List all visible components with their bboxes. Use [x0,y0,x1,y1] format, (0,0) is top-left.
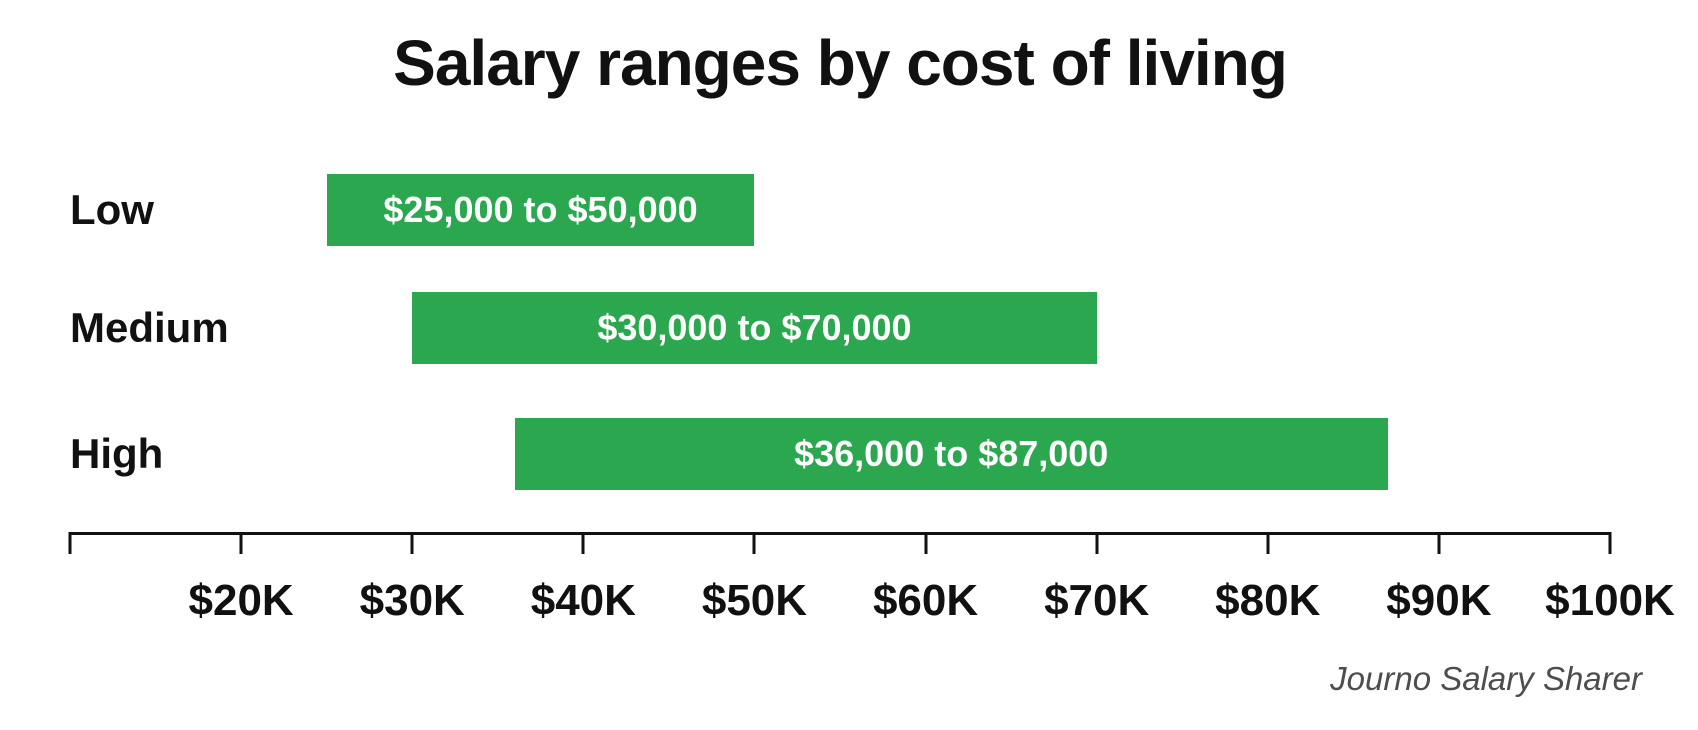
axis-tick [239,532,243,554]
range-bar: $36,000 to $87,000 [514,418,1388,490]
axis-tick-label: $100K [1545,576,1675,625]
axis-line [70,532,1610,535]
bar-row: Low $25,000 to $50,000 [70,174,1610,246]
range-bar: $30,000 to $70,000 [412,292,1097,364]
axis-tick-label: $70K [1044,576,1150,625]
category-label: Medium [70,304,229,351]
axis-tick [1608,532,1612,554]
axis-tick [410,532,414,554]
source-credit: Journo Salary Sharer [1330,660,1642,697]
bar-row: High $36,000 to $87,000 [70,418,1610,490]
axis-tick [68,532,72,554]
x-axis: $20K $30K $40K $50K $60K $70K $80K $90K $100K [68,532,1675,642]
axis-tick [924,532,928,554]
bar-value-label: $36,000 to $87,000 [794,433,1109,474]
axis-tick-label: $50K [701,576,808,625]
bar-value-label: $25,000 to $50,000 [383,189,698,230]
axis-tick-label: $90K [1386,576,1492,625]
category-label: High [70,430,164,477]
bar-row: Medium $30,000 to $70,000 [70,292,1610,364]
axis-tick-label: $30K [359,576,465,625]
axis-tick [1095,532,1099,554]
axis-tick [752,532,756,554]
axis-tick-label: $80K [1215,576,1321,625]
axis-tick [581,532,585,554]
bar-value-label: $30,000 to $70,000 [597,307,912,348]
chart-title: Salary ranges by cost of living [393,27,1288,99]
axis-tick-label: $40K [530,576,636,625]
axis-tick-label: $20K [188,576,294,625]
category-label: Low [70,186,154,233]
plot-area: Low $25,000 to $50,000 Medium $30,000 to… [70,0,1610,730]
axis-tick [1437,532,1441,554]
axis-tick-label: $60K [872,576,979,625]
axis-tick [1266,532,1270,554]
range-bar: $25,000 to $50,000 [326,174,755,246]
